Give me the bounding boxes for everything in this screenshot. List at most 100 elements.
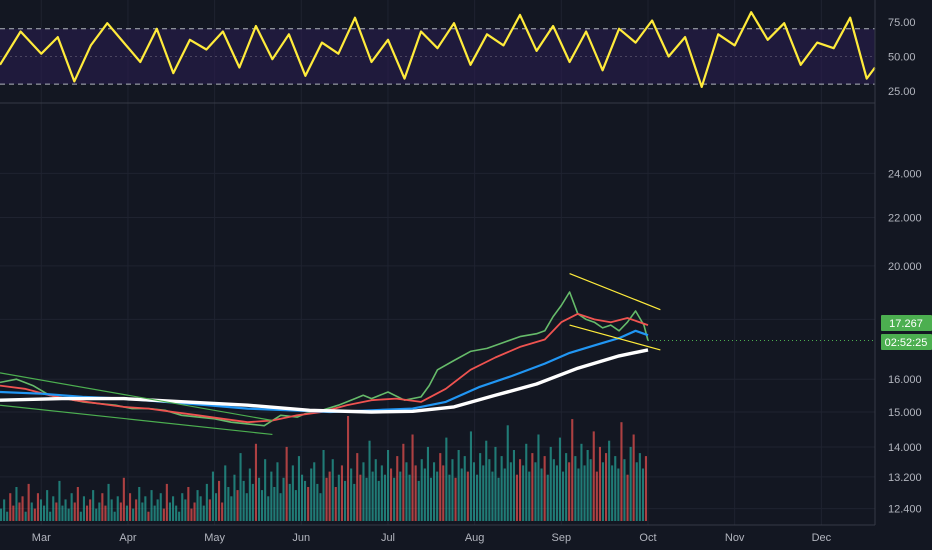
time-axis-label: Mar xyxy=(32,532,51,544)
volume-bar xyxy=(98,502,101,521)
volume-bar xyxy=(0,508,3,521)
volume-bar xyxy=(248,468,251,521)
volume-bar xyxy=(571,419,574,521)
rsi-line xyxy=(0,11,876,89)
volume-bar xyxy=(107,483,110,521)
volume-bar xyxy=(113,511,116,521)
volume-bar xyxy=(58,480,61,521)
volume-bar xyxy=(555,465,558,521)
rsi-panel[interactable] xyxy=(0,11,876,89)
grid-layer xyxy=(0,0,875,525)
volume-bar xyxy=(356,453,359,521)
volume-bar xyxy=(466,471,469,521)
volume-bar xyxy=(215,493,218,521)
volume-bar xyxy=(472,462,475,521)
volume-bar xyxy=(273,487,276,521)
volume-bar xyxy=(494,446,497,521)
volume-bar xyxy=(24,511,27,521)
volume-bar xyxy=(374,459,377,521)
volume-bar xyxy=(626,474,629,521)
volume-bar xyxy=(574,456,577,521)
volume-bar xyxy=(239,453,242,521)
volume-bar xyxy=(70,493,73,521)
volume-bar xyxy=(159,493,162,521)
volume-bar xyxy=(580,443,583,521)
volume-bar xyxy=(390,468,393,521)
volume-bar xyxy=(304,480,307,521)
volume-bar xyxy=(12,505,15,521)
volume-bar xyxy=(469,431,472,521)
volume-bar xyxy=(506,425,509,521)
volume-bar xyxy=(592,431,595,521)
volume-bar xyxy=(89,499,92,521)
volume-bar xyxy=(500,456,503,521)
price-axis-label: 15.000 xyxy=(888,407,922,419)
volume-bar xyxy=(334,487,337,521)
volume-bar xyxy=(451,459,454,521)
volume-bar xyxy=(482,465,485,521)
volume-bar xyxy=(144,496,147,521)
volume-bar xyxy=(92,490,95,521)
volume-bar xyxy=(199,496,202,521)
volume-bar xyxy=(147,511,150,521)
volume-bar xyxy=(301,474,304,521)
volume-bar xyxy=(156,499,159,521)
volume-bar xyxy=(150,490,153,521)
volume-bar xyxy=(46,490,49,521)
volume-bar xyxy=(448,474,451,521)
volume-bar xyxy=(396,456,399,521)
volume-bar xyxy=(233,474,236,521)
volume-bar xyxy=(497,477,500,521)
volume-bar xyxy=(132,508,135,521)
volume-bar xyxy=(184,499,187,521)
volume-bar xyxy=(221,502,224,521)
volume-bar xyxy=(623,459,626,521)
volume-bar xyxy=(181,493,184,521)
volume-bar xyxy=(104,505,107,521)
volume-bar xyxy=(310,468,313,521)
volume-bar xyxy=(635,462,638,521)
volume-bar xyxy=(193,502,196,521)
volume-bar xyxy=(377,480,380,521)
axis-labels: Mar Apr May Jun Jul Aug Sep Oct Nov Dec 24.000 22.0… xyxy=(32,17,922,544)
price-axis-label: 24.000 xyxy=(888,168,922,180)
volume-bar xyxy=(129,493,132,521)
volume-bar xyxy=(620,422,623,521)
trendline xyxy=(0,404,273,436)
price-axis-label: 16.000 xyxy=(888,374,922,386)
volume-bar xyxy=(43,505,46,521)
volume-bar xyxy=(208,499,211,521)
volume-bar xyxy=(282,477,285,521)
trendline xyxy=(569,273,661,311)
volume-bar xyxy=(267,496,270,521)
price-panel[interactable] xyxy=(0,273,875,436)
countdown-tag-bg xyxy=(881,334,932,350)
volume-bar xyxy=(552,459,555,521)
time-axis-label: Jun xyxy=(292,532,310,544)
volume-bar xyxy=(331,459,334,521)
volume-bar xyxy=(344,480,347,521)
volume-bar xyxy=(583,465,586,521)
volume-bar xyxy=(168,502,171,521)
volume-bar xyxy=(264,459,267,521)
volume-bar xyxy=(288,483,291,521)
volume-bar xyxy=(138,487,141,521)
volume-bar xyxy=(135,499,138,521)
volume-bar xyxy=(586,450,589,521)
volume-bar xyxy=(611,465,614,521)
volume-bar xyxy=(285,446,288,521)
volume-bar xyxy=(52,496,55,521)
volume-bar xyxy=(178,511,181,521)
volume-bar xyxy=(125,505,128,521)
price-axis-label: 14.000 xyxy=(888,442,922,454)
volume-bar xyxy=(64,499,67,521)
volume-bar xyxy=(543,456,546,521)
volume-bar xyxy=(340,465,343,521)
volume-bar xyxy=(439,453,442,521)
volume-bar xyxy=(614,456,617,521)
volume-bar xyxy=(279,493,282,521)
volume-bar xyxy=(49,511,52,521)
volume-bar xyxy=(190,508,193,521)
volume-bar xyxy=(503,468,506,521)
